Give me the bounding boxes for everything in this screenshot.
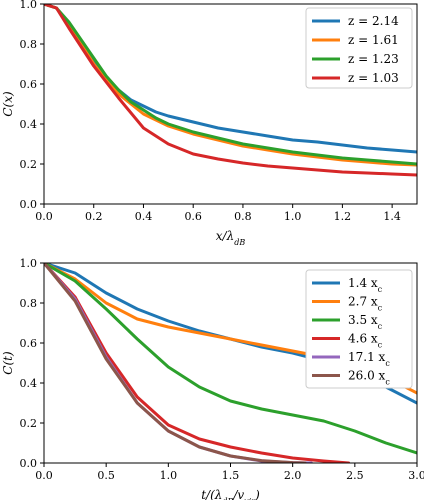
y-tick-label: 0.0: [20, 457, 38, 470]
x-axis-label: x/λdB: [216, 229, 246, 247]
series-group: [44, 4, 417, 177]
series-line-4: [44, 263, 313, 463]
legend-label-4: 17.1 xc: [348, 350, 390, 368]
top-chart-panel: 0.0 0.2 0.4 0.6 0.8 1.0 1.2 1.4 0.0 0.2 0.4 0.6 0.8 1…: [1, 0, 418, 247]
x-tick-label: 1.5: [222, 469, 240, 482]
y-tick-label: 0.0: [20, 198, 38, 211]
y-tick-label: 0.4: [20, 118, 38, 131]
y-tick-label: 0.8: [20, 38, 38, 51]
x-tick-label: 0.0: [35, 469, 53, 482]
y-tick-label: 0.8: [20, 297, 38, 310]
x-tick-label: 0.4: [135, 210, 153, 223]
y-tick-label: 1.0: [20, 0, 38, 11]
x-tick-label: 2.5: [346, 469, 364, 482]
series-line-2: [44, 263, 417, 455]
legend-label-2: 3.5 xc: [348, 313, 383, 331]
x-tick-label: 0.2: [85, 210, 103, 223]
legend-label-2: z = 1.23: [348, 52, 399, 66]
series-line-2: [44, 4, 417, 166]
y-tick-label: 1.0: [20, 257, 38, 270]
x-tick-label: 1.0: [160, 469, 178, 482]
legend-box: [305, 7, 413, 89]
legend-label-1: 2.7 xc: [348, 295, 383, 313]
y-axis-label: C(t): [1, 351, 15, 375]
y-tick-label: 0.6: [20, 337, 38, 350]
x-tick-label: 0.0: [35, 210, 53, 223]
x-tick-label: 0.5: [97, 469, 115, 482]
bottom-chart-panel: 0.0 0.5 1.0 1.5 2.0 2.5 3.0 0.0 0.2 0.4 0.6 0.8 1.0 t…: [1, 257, 424, 500]
series-line-3: [44, 263, 351, 463]
x-tick-label: 1.4: [383, 210, 401, 223]
legend-label-5: 26.0 xc: [348, 369, 390, 387]
legend-label-3: 4.6 xc: [348, 332, 383, 350]
x-tick-label: 1.2: [334, 210, 352, 223]
series-line-5: [44, 263, 307, 463]
legend-label-0: 1.4 xc: [348, 276, 383, 294]
y-tick-label: 0.4: [20, 377, 38, 390]
legend-label-1: z = 1.61: [348, 33, 399, 47]
x-tick-label: 1.0: [284, 210, 302, 223]
x-tick-label: 3.0: [408, 469, 424, 482]
x-tick-label: 0.8: [234, 210, 252, 223]
x-axis-label: t/(λdB/vvir): [201, 488, 260, 500]
y-axis-label: C(x): [1, 91, 15, 117]
y-tick-label: 0.6: [20, 78, 38, 91]
legend-label-0: z = 2.14: [348, 14, 399, 28]
series-line-3: [44, 4, 417, 177]
x-tick-label: 0.6: [184, 210, 202, 223]
y-tick-label: 0.2: [20, 417, 38, 430]
legend-label-3: z = 1.03: [348, 71, 399, 85]
x-tick-label: 2.0: [284, 469, 302, 482]
legend: z = 2.14 z = 1.61 z = 1.23 z = 1.03: [305, 7, 413, 89]
plot-frame: [43, 3, 418, 205]
y-tick-label: 0.2: [20, 158, 38, 171]
